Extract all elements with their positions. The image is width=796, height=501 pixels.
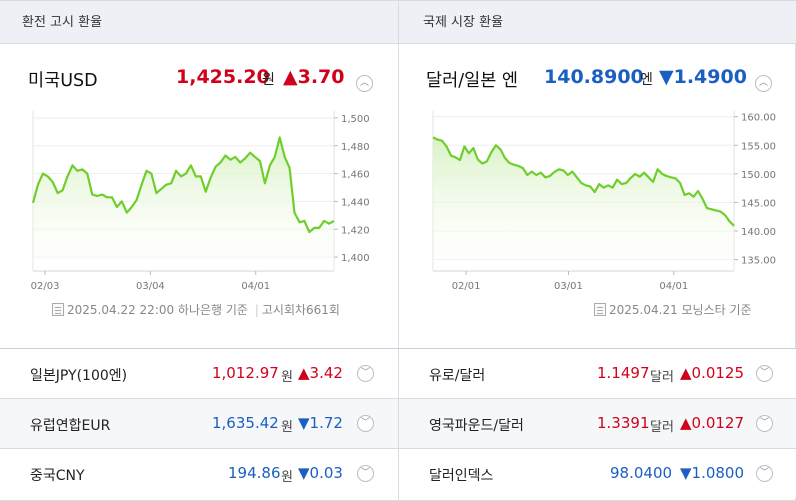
usd-change: ▲3.70 [283,66,345,88]
tab-international-market-rate[interactable]: 국제 시장 환율 [398,1,796,44]
chevron-down-icon[interactable]: ﹀ [357,365,374,382]
row-name: 유로/달러 [429,368,486,384]
chart-x-tick-label: 03/01 [554,281,583,292]
row-unit: 원 [281,470,293,485]
usd-source: 2025.04.22 22:00 하나은행 기준 | 고시회차661회 [52,301,340,318]
jpy-change: ▼1.4900 [659,66,747,88]
tab-exchange-notice-rate[interactable]: 환전 고시 환율 [22,15,103,30]
chart-y-tick-label: 1,460 [341,170,370,181]
row-change: ▲3.42 [298,364,343,382]
usd-header: 미국USD 1,425.20 원 ▲3.70 ︿ [28,66,378,97]
chart-y-tick-label: 140.00 [741,227,776,238]
row-unit: 원 [281,420,293,435]
chart-y-tick-label: 160.00 [741,113,776,124]
row-change: ▲0.0127 [680,414,745,432]
usd-source-text: 2025.04.22 22:00 하나은행 기준 [67,303,248,317]
row-change: ▲0.0125 [680,364,745,382]
chart-series-line [432,136,735,227]
row-name: 일본JPY(100엔) [30,368,128,384]
jpy-unit: 엔 [640,72,653,88]
row-value: 1.1497 [597,364,650,382]
chart-x-tick-label: 04/01 [241,281,270,292]
chevron-down-icon[interactable]: ﹀ [756,365,773,382]
document-icon [594,303,606,316]
row-change: ▼1.0800 [680,464,745,482]
chart-y-tick-label: 155.00 [741,141,776,152]
usd-name: 미국USD [28,71,98,91]
row-value: 98.0400 [610,464,673,482]
chart-y-tick-label: 1,400 [341,253,370,264]
chevron-down-icon[interactable]: ﹀ [756,415,773,432]
list-item-gbpusd[interactable]: 영국파운드/달러 1.3391 달러 ▲0.0127 ﹀ [398,398,796,448]
document-icon [52,303,64,316]
chart-y-tick-label: 1,440 [341,197,370,208]
chart-x-tick-label: 02/01 [452,281,481,292]
row-name: 유럽연합EUR [30,418,111,434]
row-change: ▼1.72 [298,414,343,432]
list-item-cny[interactable]: 중국CNY 194.86 원 ▼0.03 ﹀ [0,448,398,498]
chart-x-tick-label: 02/03 [31,281,60,292]
row-name: 중국CNY [30,468,85,484]
tab-bar: 환전 고시 환율 국제 시장 환율 [0,1,796,44]
chart-area-fill [33,137,334,271]
chart-y-tick-label: 135.00 [741,256,776,267]
jpy-source: 2025.04.21 모닝스타 기준 [594,301,752,318]
row-value: 194.86 [228,464,281,482]
row-change: ▼0.03 [298,464,343,482]
row-value: 1.3391 [597,414,650,432]
usd-chart: 1,400 1,420 1,440 1,460 1,480 1,500 02/03 03/04… [31,111,370,292]
panel-divider [398,44,399,500]
jpy-header: 달러/일본 엔 140.8900 엔 ▼1.4900 ︿ [426,66,776,97]
chart-y-tick-label: 150.00 [741,170,776,181]
list-item-eur[interactable]: 유럽연합EUR 1,635.42 원 ▼1.72 ﹀ [0,398,398,448]
jpy-name: 달러/일본 엔 [426,71,518,91]
usd-unit: 원 [262,72,275,88]
row-name: 영국파운드/달러 [429,418,524,434]
chart-series-line [31,136,335,234]
chart-y-tick-label: 1,420 [341,225,370,236]
chart-x-tick-label: 03/04 [136,281,165,292]
jpy-chart: 135.00 140.00 145.00 150.00 155.00 160.00 02/0… [432,111,776,292]
row-value: 1,012.97 [212,364,279,382]
chevron-down-icon[interactable]: ﹀ [756,465,773,482]
chart-y-tick-label: 1,480 [341,142,370,153]
source-separator: | [254,303,259,317]
chart-y-tick-label: 1,500 [341,114,370,125]
chart-x-tick-label: 04/01 [659,281,688,292]
row-unit: 원 [281,370,293,385]
list-item-jpy100[interactable]: 일본JPY(100엔) 1,012.97 원 ▲3.42 ﹀ [0,348,398,398]
jpy-source-text: 2025.04.21 모닝스타 기준 [609,303,752,317]
jpy-value: 140.8900 [544,66,644,88]
chevron-down-icon[interactable]: ﹀ [357,415,374,432]
chevron-up-icon[interactable]: ︿ [356,75,373,92]
row-unit: 달러 [650,420,674,435]
list-item-dollar-index[interactable]: 달러인덱스 98.0400 ▼1.0800 ﹀ [398,448,796,498]
usd-source-extra: 고시회차661회 [261,303,340,317]
chevron-down-icon[interactable]: ﹀ [357,465,374,482]
row-name: 달러인덱스 [429,468,494,484]
row-unit: 달러 [650,370,674,385]
usd-value: 1,425.20 [176,66,270,88]
row-value: 1,635.42 [212,414,279,432]
list-item-eurusd[interactable]: 유로/달러 1.1497 달러 ▲0.0125 ﹀ [398,348,796,398]
chart-y-tick-label: 145.00 [741,198,776,209]
chevron-up-icon[interactable]: ︿ [755,75,772,92]
